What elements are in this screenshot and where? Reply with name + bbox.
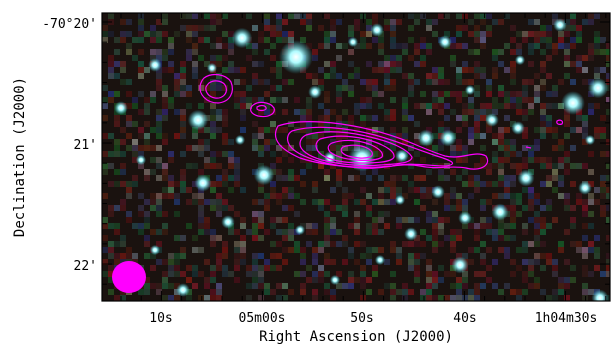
x-tick-label: 05m00s (239, 311, 286, 326)
star (370, 23, 384, 37)
star (347, 36, 359, 48)
contour-isolated-3 (250, 101, 275, 118)
star (135, 154, 147, 166)
plot-frame (101, 12, 611, 302)
star (591, 289, 609, 301)
star (485, 113, 499, 127)
y-tick-label: 21' (74, 138, 97, 153)
star (491, 203, 509, 221)
star (517, 169, 535, 187)
star (417, 129, 435, 147)
star (464, 84, 476, 96)
star (148, 58, 162, 72)
contour-level-3 (299, 131, 413, 167)
contour-level-2 (286, 126, 454, 168)
contour-isolated-6 (525, 146, 532, 149)
contour-level-5 (327, 139, 384, 161)
beam-ellipse (112, 261, 146, 293)
contour-level-4 (315, 135, 395, 164)
contour-level-6 (340, 144, 373, 159)
star (234, 134, 246, 146)
star (231, 27, 253, 49)
star (395, 149, 409, 163)
y-tick-labels: -70°20' 21' 22' (42, 17, 97, 274)
star (553, 18, 567, 32)
star (221, 215, 235, 229)
x-tick-label: 50s (350, 311, 373, 326)
star (404, 227, 418, 241)
x-tick-label: 1h04m30s (535, 311, 598, 326)
star (587, 77, 609, 99)
star (578, 181, 592, 195)
star (451, 256, 469, 274)
x-axis-title: Right Ascension (J2000) (259, 329, 453, 345)
x-tick-label: 40s (453, 311, 476, 326)
star (458, 211, 472, 225)
star (374, 254, 386, 266)
x-tick-label: 10s (149, 311, 172, 326)
star (438, 35, 452, 49)
star (294, 224, 306, 236)
star (511, 121, 525, 135)
star (194, 174, 212, 192)
star (561, 91, 585, 115)
x-tick-labels: 10s 05m00s 50s 40s 1h04m30s (149, 311, 597, 326)
contour-level-1 (274, 121, 489, 170)
star (279, 40, 313, 74)
star (394, 194, 406, 206)
star (431, 185, 445, 199)
star (187, 109, 209, 131)
star (176, 283, 190, 297)
radio-contours (199, 73, 564, 170)
star (584, 134, 596, 146)
star (149, 244, 161, 256)
contour-isolated-1 (199, 73, 233, 104)
y-axis-title: Declination (J2000) (12, 77, 28, 237)
axis-ticks (102, 13, 610, 301)
star (114, 101, 128, 115)
contour-isolated-5 (556, 119, 564, 125)
star-field (114, 18, 609, 301)
contour-isolated-4 (256, 104, 267, 112)
y-tick-label: 22' (74, 259, 97, 274)
sky-image (102, 13, 610, 301)
star (439, 129, 457, 147)
star (329, 274, 341, 286)
star (308, 85, 322, 99)
star (253, 164, 275, 186)
y-tick-label: -70°20' (42, 17, 97, 32)
star (206, 62, 218, 74)
contour-isolated-2 (205, 80, 227, 99)
star (514, 54, 526, 66)
